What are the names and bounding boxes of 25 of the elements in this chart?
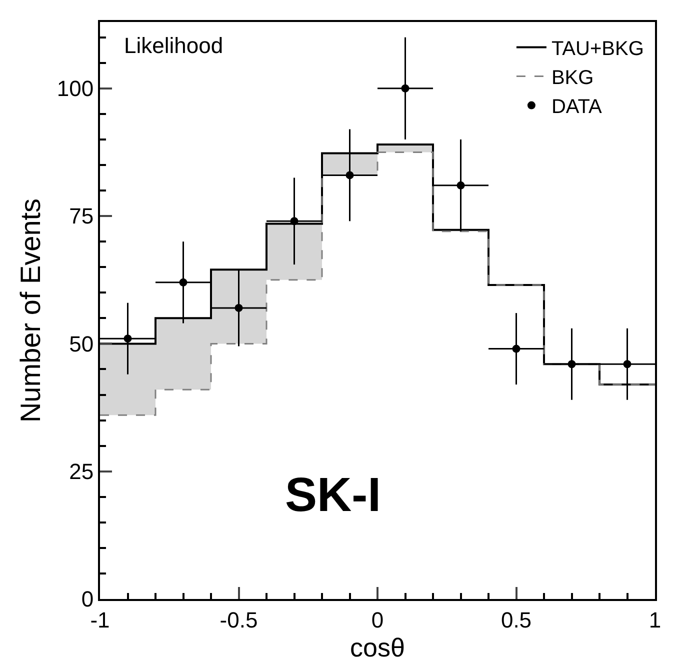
y-tick-label: 50 xyxy=(69,331,94,356)
x-tick-label: -0.5 xyxy=(220,607,258,632)
y-axis-title: Number of Events xyxy=(15,198,46,423)
legend-label: DATA xyxy=(551,96,602,118)
y-tick-label: 75 xyxy=(69,204,94,229)
legend-label: BKG xyxy=(551,67,594,90)
x-tick-label: 1 xyxy=(648,607,662,632)
point xyxy=(512,344,520,353)
y-tick-label: 100 xyxy=(56,76,94,102)
point xyxy=(124,334,132,343)
x-axis-title: cosθ xyxy=(350,632,405,662)
point xyxy=(401,84,410,92)
x-tick-label: 0 xyxy=(371,607,384,632)
x-tick-label: 0.5 xyxy=(500,607,532,632)
point xyxy=(346,171,354,180)
point xyxy=(568,360,576,368)
y-tick-label: 25 xyxy=(69,459,94,484)
annotation: Likelihood xyxy=(124,33,224,58)
point xyxy=(623,360,632,368)
point xyxy=(290,217,298,226)
annotation: SK-I xyxy=(285,469,381,522)
point xyxy=(234,304,243,312)
legend-label: TAU+BKG xyxy=(551,38,644,60)
point xyxy=(179,278,188,286)
point xyxy=(456,181,465,190)
